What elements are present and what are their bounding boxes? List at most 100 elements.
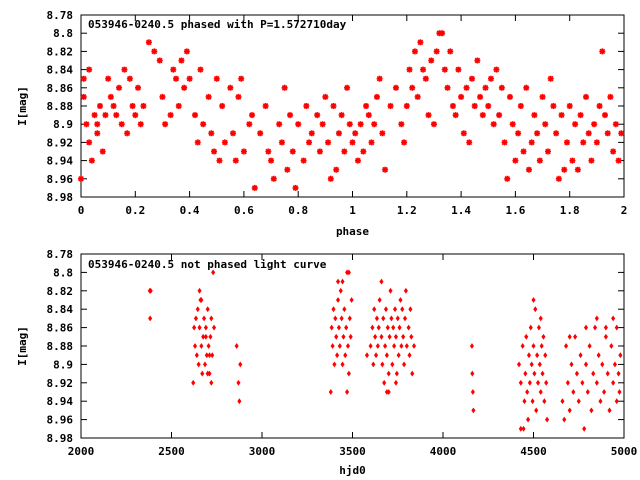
data-point	[186, 75, 193, 82]
data-point	[151, 48, 158, 55]
data-point	[392, 343, 397, 349]
data-point	[328, 389, 333, 395]
data-point	[201, 333, 206, 340]
data-point	[540, 370, 545, 377]
data-point	[379, 278, 384, 285]
data-point	[614, 398, 619, 405]
data-point	[193, 315, 198, 322]
data-point	[387, 103, 394, 109]
data-point	[393, 333, 398, 340]
data-point	[213, 75, 220, 82]
data-point	[105, 75, 112, 82]
data-point	[523, 370, 528, 377]
data-point	[203, 324, 208, 331]
data-point	[512, 157, 519, 164]
data-point	[113, 112, 120, 119]
data-point	[524, 333, 529, 340]
data-point	[205, 93, 212, 100]
data-point	[206, 343, 211, 349]
y-tick-label: 8.98	[47, 432, 74, 445]
data-point	[335, 130, 342, 137]
data-point	[531, 343, 536, 349]
data-point	[612, 121, 619, 128]
data-point	[140, 103, 147, 109]
data-point	[349, 139, 356, 146]
data-point	[371, 361, 376, 368]
data-point	[238, 75, 245, 82]
data-point	[202, 315, 207, 322]
data-point	[346, 370, 351, 377]
data-point	[560, 398, 565, 405]
y-tick-label: 8.94	[47, 155, 74, 168]
data-point	[83, 121, 90, 128]
data-point	[129, 103, 136, 109]
data-point	[487, 75, 494, 82]
data-point	[587, 343, 592, 349]
data-point	[592, 324, 598, 331]
data-point	[387, 333, 392, 340]
data-point	[383, 306, 389, 313]
data-point	[368, 343, 373, 349]
data-point	[370, 324, 375, 331]
data-point	[209, 315, 214, 322]
data-point	[372, 306, 377, 313]
data-point	[601, 112, 608, 119]
data-point	[394, 370, 399, 377]
data-point	[211, 269, 216, 276]
data-point	[611, 379, 616, 386]
data-point	[390, 361, 395, 368]
x-tick-label: 0	[78, 204, 85, 217]
data-point	[485, 103, 492, 109]
data-point	[373, 333, 378, 340]
data-point	[558, 112, 565, 119]
y-axis-label: I[mag]	[16, 86, 29, 126]
data-point	[209, 379, 214, 386]
x-axis-label: hjd0	[339, 464, 366, 477]
x-tick-label: 2	[621, 204, 628, 217]
data-point	[544, 379, 549, 386]
data-point	[262, 103, 269, 109]
data-point	[536, 324, 541, 331]
data-point	[162, 121, 169, 128]
data-point	[207, 352, 212, 359]
data-point	[292, 184, 299, 191]
data-point	[542, 398, 547, 405]
y-tick-label: 8.82	[47, 285, 74, 298]
data-point	[340, 361, 345, 368]
data-point	[607, 407, 612, 414]
data-point	[430, 121, 437, 128]
data-point	[199, 343, 204, 349]
data-point	[582, 425, 587, 432]
data-point	[583, 324, 589, 331]
data-point	[591, 121, 598, 128]
data-point	[569, 361, 574, 368]
data-point	[533, 306, 538, 313]
data-point	[107, 93, 114, 100]
data-point	[420, 66, 427, 73]
data-point	[132, 112, 139, 119]
data-point	[428, 57, 435, 64]
data-point	[287, 112, 294, 119]
data-point	[346, 269, 351, 276]
data-point	[515, 130, 522, 137]
y-tick-label: 8.92	[47, 377, 74, 390]
y-tick-label: 8.98	[47, 191, 74, 204]
data-point	[452, 112, 459, 119]
data-point	[284, 166, 291, 173]
data-point	[401, 139, 408, 146]
data-point	[455, 66, 462, 73]
data-point	[249, 112, 256, 119]
data-point	[543, 352, 548, 359]
data-point	[402, 315, 408, 322]
phased-light-curve-panel: 0 0.2 0.4 0.6 0.8 1 1.2 1.4 1.6 1.8 2 8.78 8.8 8.82 8.…	[16, 9, 627, 238]
y-tick-label: 8.88	[47, 340, 74, 353]
unphased-light-curve-panel: 2000 2500 3000 3500 4000 4500 5000 8.78 8.8 8.82 8…	[16, 248, 637, 477]
data-point	[565, 379, 570, 386]
data-point	[345, 343, 351, 349]
x-tick-label: 3500	[339, 445, 366, 458]
data-point	[365, 112, 372, 119]
data-point	[572, 121, 579, 128]
x-tick-label: 1	[349, 204, 356, 217]
data-point	[306, 139, 313, 146]
data-point	[97, 103, 104, 109]
